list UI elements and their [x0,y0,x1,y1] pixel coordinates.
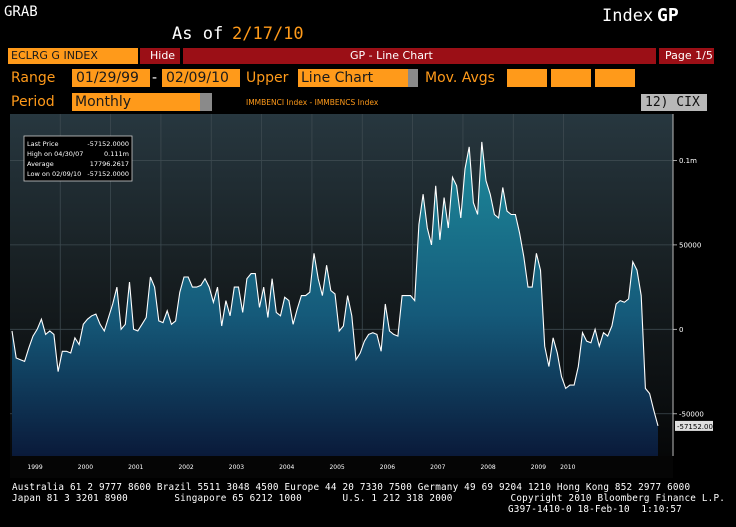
index-label: Index [602,6,654,26]
stats-value-average: 17796.2617 [90,160,129,168]
y-tick-label: 0.1m [679,157,697,165]
stats-legend: Last Price -57152.0000 High on 04/30/07 … [23,135,133,182]
toolbar-divider-right [656,48,659,64]
page-indicator[interactable]: Page 1/5 [665,49,713,62]
x-tick-label: 2006 [380,464,395,471]
stats-label-low: Low on 02/09/10 [27,170,81,178]
y-tick-label: 0 [679,326,683,334]
mov-avg-input-2[interactable] [551,69,591,87]
mov-avg-input-3[interactable] [595,69,635,87]
period-dropdown-icon[interactable] [200,93,212,111]
last-price-tag-box [675,420,713,431]
as-of-label: As of [172,24,224,44]
x-tick-label: 2001 [128,464,143,471]
stats-label-high: High on 04/30/07 [27,150,83,158]
last-price-tag: -57152.0000 [675,420,720,431]
x-tick-label: 2010 [560,464,575,471]
range-dash: - [152,70,158,86]
stats-label-average: Average [27,160,54,168]
footer-contacts-line1: Australia 61 2 9777 8600 Brazil 5511 304… [12,482,691,493]
mov-avg-input-1[interactable] [507,69,547,87]
period-label: Period [11,94,55,110]
stats-value-last: -57152.0000 [87,140,129,148]
upper-dropdown-icon[interactable] [408,69,418,87]
upper-label: Upper [246,70,289,86]
toolbar-divider [180,48,183,64]
x-tick-label: 2003 [229,464,244,471]
start-date-input[interactable]: 01/29/99 [72,69,150,87]
x-axis-band [10,456,673,478]
end-date-input[interactable]: 02/09/10 [162,69,240,87]
series-line [11,141,659,427]
x-tick-label: 2002 [178,464,193,471]
window-title: GRAB [4,4,38,20]
stats-legend-box [23,135,133,182]
chart-title: GP - Line Chart [350,49,433,62]
range-label: Range [11,70,56,86]
stats-label-last: Last Price [27,140,58,148]
series-area [12,141,658,456]
x-tick-label: 1999 [27,464,42,471]
toolbar-bar [8,48,714,64]
cix-button[interactable]: 12) CIX [641,94,707,111]
upper-select[interactable]: Line Chart [298,69,408,87]
y-tick-label: -50000 [679,410,704,418]
y-tick-label: 50000 [679,241,701,249]
y-axis-ticks: 0.1m 50000 0 -50000 [673,157,704,418]
last-price-tag-text: -57152.0000 [677,423,720,431]
chart-subtitle: IMMBENCI Index - IMMBENCS Index [246,98,379,107]
stats-value-low: -57152.0000 [87,170,129,178]
footer-timestamp: G397-1410-0 18-Feb-10 1:10:57 [508,504,682,515]
ticker-field[interactable]: ECLRG G INDEX [8,48,140,64]
x-tick-label: 2009 [531,464,546,471]
period-select[interactable]: Monthly [72,93,200,111]
x-tick-label: 2004 [279,464,294,471]
stats-value-high: 0.111m [104,150,129,158]
hide-button[interactable]: Hide [150,49,176,62]
as-of-date: 2/17/10 [232,24,304,44]
function-code: GP [657,5,679,26]
footer-contacts-line2: Japan 81 3 3201 8900 Singapore 65 6212 1… [12,493,726,504]
mov-avgs-label: Mov. Avgs [425,70,495,86]
line-chart: 0.1m 50000 0 -50000 1999 2000 2001 2002 2003 200… [10,114,720,478]
x-tick-label: 2008 [480,464,495,471]
x-tick-label: 2005 [329,464,344,471]
x-tick-label: 2007 [430,464,445,471]
x-tick-label: 2000 [78,464,93,471]
x-axis-ticks: 1999 2000 2001 2002 2003 2004 2005 2006 2007 2008… [27,464,575,471]
